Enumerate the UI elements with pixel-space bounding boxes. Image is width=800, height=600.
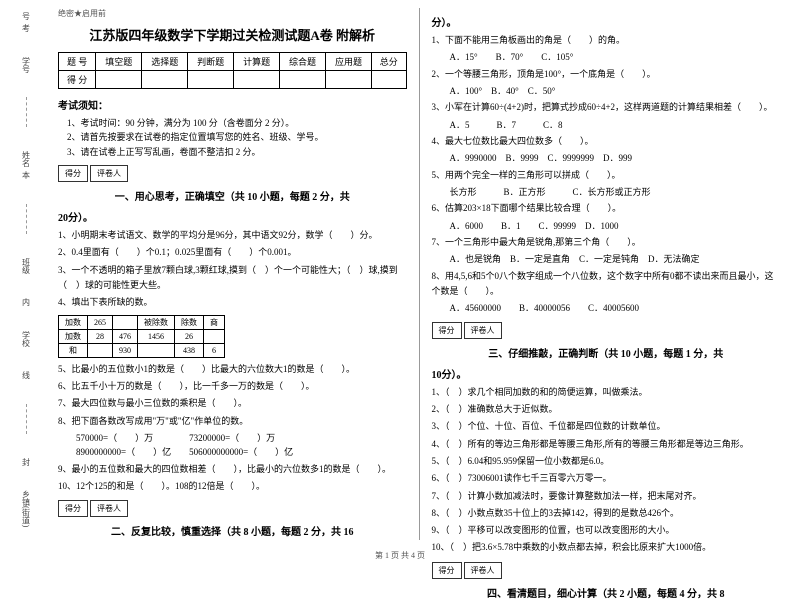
q2-1-opts: A．15° B．70° C．105° xyxy=(432,50,781,64)
page-footer: 第 1 页 共 4 页 xyxy=(0,550,800,561)
section-4-heading: 四、看清题目，细心计算（共 2 小题，每题 4 分，共 8 xyxy=(432,585,781,600)
marker-row: 得分评卷人 xyxy=(432,322,781,339)
q3-9: 9、（ ）平移可以改变图形的位置，也可以改变图形的大小。 xyxy=(432,523,781,538)
q2-1: 1、下面不能用三角板画出的角是（ ）的角。 xyxy=(432,33,781,48)
side-label: 班级 xyxy=(21,258,32,274)
section-1-cont: 20分）。 xyxy=(58,209,407,224)
side-label: 姓名本 xyxy=(21,151,32,179)
side-label: 学号 xyxy=(21,57,32,73)
q2-4: 4、最大七位数比最大四位数多（ ）。 xyxy=(432,134,781,149)
score-table: 题 号填空题选择题判断题计算题综合题应用题总分 得 分 xyxy=(58,52,407,89)
q1-5: 5、比最小的五位数小1的数是（ ）比最大的六位数大1的数是（ ）。 xyxy=(58,362,407,377)
q2-8-opts: A．45600000 B．40000056 C．40005600 xyxy=(432,301,781,315)
column-divider xyxy=(419,8,420,540)
notice-line: 2、请首先按要求在试卷的指定位置填写您的姓名、班级、学号。 xyxy=(58,130,407,144)
section-2-cont: 分）。 xyxy=(432,14,781,29)
side-label: 内 xyxy=(21,298,32,306)
q1-3: 3、一个不透明的箱子里放7颗白球,3颗红球,摸到（ ）个一个可能性大；（ ）球,… xyxy=(58,263,407,294)
binding-margin: 号考 学号 姓名本 班级 内 学校 线 封 乡镇(街道) xyxy=(6,0,46,540)
marker-row: 得分评卷人 xyxy=(58,500,407,517)
q1-4: 4、填出下表所缺的数。 xyxy=(58,295,407,310)
section-3-cont: 10分）。 xyxy=(432,366,781,381)
section-2-heading: 二、反复比较，慎重选择（共 8 小题，每题 2 分，共 16 xyxy=(58,523,407,538)
q3-5: 5、（ ）6.04和95.959保留一位小数都是6.0。 xyxy=(432,454,781,469)
q1-6: 6、比五千小十万的数是（ ），比一千多一万的数是（ ）。 xyxy=(58,379,407,394)
marker-row: 得分评卷人 xyxy=(58,165,407,182)
notice-line: 3、请在试卷上正写写乱画，卷面不整洁扣 2 分。 xyxy=(58,145,407,159)
dash-line xyxy=(26,404,27,434)
dash-line xyxy=(26,204,27,234)
left-column: 绝密★启用前 江苏版四年级数学下学期过关检测试题A卷 附解析 题 号填空题选择题… xyxy=(50,8,415,540)
q1-2: 2、0.4里面有（ ）个0.1；0.025里面有（ ）个0.001。 xyxy=(58,245,407,260)
q1-10: 10、12个125的和是（ ）。108的12倍是（ ）。 xyxy=(58,479,407,494)
side-label: 线 xyxy=(21,371,32,379)
q2-4-opts: A．9990000 B．9999 C．9999999 D．999 xyxy=(432,151,781,165)
q3-4: 4、（ ）所有的等边三角形都是等腰三角形,所有的等腰三角形都是等边三角形。 xyxy=(432,437,781,452)
q2-6-opts: A．6000 B．1 C．99999 D．1000 xyxy=(432,219,781,233)
q2-8: 8、用4,5,6和5个0八个数字组成一个八位数，这个数字中所有0都不读出来而且最… xyxy=(432,269,781,300)
section-3-heading: 三、仔细推敲，正确判断（共 10 小题，每题 1 分，共 xyxy=(432,345,781,360)
q1-1: 1、小明期末考试语文、数学的平均分是96分，其中语文92分，数学（ ）分。 xyxy=(58,228,407,243)
q3-6: 6、（ ）73006001读作七千三百零六万零一。 xyxy=(432,471,781,486)
q2-7-opts: A．也是锐角 B．一定是直角 C．一定是钝角 D．无法确定 xyxy=(432,252,781,266)
q1-8b: 8900000000=（ ）亿 506000000000=（ ）亿 xyxy=(58,445,407,459)
q1-8: 8、把下面各数改写成用"万"或"亿"作单位的数。 xyxy=(58,414,407,429)
right-column: 分）。 1、下面不能用三角板画出的角是（ ）的角。 A．15° B．70° C．… xyxy=(424,8,789,540)
q2-5-opts: 长方形 B．正方形 C．长方形或正方形 xyxy=(432,185,781,199)
section-1-heading: 一、用心思考，正确填空（共 10 小题，每题 2 分，共 xyxy=(58,188,407,203)
q2-2: 2、一个等腰三角形，顶角是100°，一个底角是（ ）。 xyxy=(432,67,781,82)
paper-title: 江苏版四年级数学下学期过关检测试题A卷 附解析 xyxy=(58,25,407,44)
q2-5: 5、用两个完全一样的三角形可以拼成（ ）。 xyxy=(432,168,781,183)
q3-8: 8、（ ）小数点数35十位上的3去掉142，得到的是数总426个。 xyxy=(432,506,781,521)
q1-9: 9、最小的五位数和最大的四位数相差（ ），比最小的六位数多1的数是（ ）。 xyxy=(58,462,407,477)
q3-3: 3、（ ）个位、十位、百位、千位都是四位数的计数单位。 xyxy=(432,419,781,434)
q3-2: 2、（ ）准确数总大于近似数。 xyxy=(432,402,781,417)
q3-7: 7、（ ）计算小数加减法时，要像计算整数加法一样，把末尾对齐。 xyxy=(432,489,781,504)
side-label: 号考 xyxy=(21,12,32,32)
dash-line xyxy=(26,97,27,127)
q2-2-opts: A．100° B．40° C．50° xyxy=(432,84,781,98)
confidential-mark: 绝密★启用前 xyxy=(58,8,407,19)
notice-line: 1、考试时间：90 分钟，满分为 100 分（含卷面分 2 分）。 xyxy=(58,116,407,130)
q2-3: 3、小军在计算60÷(4+2)时，把算式抄成60÷4+2，这样两道题的计算结果相… xyxy=(432,100,781,115)
q3-1: 1、（ ）求几个相同加数的和的简便运算，叫做乘法。 xyxy=(432,385,781,400)
q1-7: 7、最大四位数与最小三位数的乘积是（ ）。 xyxy=(58,396,407,411)
marker-row: 得分评卷人 xyxy=(432,562,781,579)
side-label: 封 xyxy=(21,458,32,466)
notice-heading: 考试须知： xyxy=(58,97,407,112)
q1-4-table: 加数265被除数除数商 加数28476145626 和9304386 xyxy=(58,315,225,358)
q2-3-opts: A．5 B．7 C．8 xyxy=(432,118,781,132)
q2-6: 6、估算203×18下面哪个结果比较合理（ ）。 xyxy=(432,201,781,216)
side-label: 学校 xyxy=(21,331,32,347)
page-container: 绝密★启用前 江苏版四年级数学下学期过关检测试题A卷 附解析 题 号填空题选择题… xyxy=(0,0,800,540)
q2-7: 7、一个三角形中最大角是锐角,那第三个角（ ）。 xyxy=(432,235,781,250)
q1-8a: 570000=（ ）万 73200000=（ ）万 xyxy=(58,431,407,445)
side-label: 乡镇(街道) xyxy=(21,490,32,527)
